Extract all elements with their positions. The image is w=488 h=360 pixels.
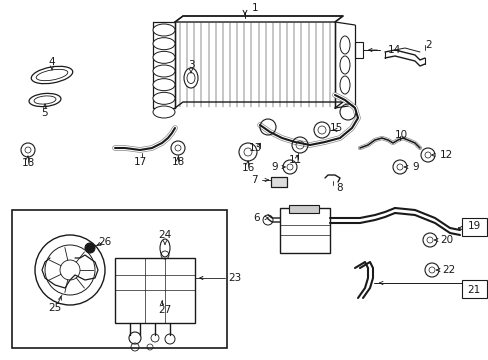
Text: 15: 15 [329,123,343,133]
Ellipse shape [153,79,175,91]
Ellipse shape [34,96,56,104]
Text: 13: 13 [248,143,261,153]
Bar [12,210,226,348]
Bar [461,218,486,236]
Text: 18: 18 [21,158,35,168]
Text: 2: 2 [424,40,431,50]
Text: 24: 24 [158,230,171,240]
Bar [354,42,362,58]
Bar [270,177,286,187]
Text: 10: 10 [394,130,407,140]
Text: 14: 14 [387,45,401,55]
Ellipse shape [153,51,175,63]
Text: 11: 11 [288,155,301,165]
Ellipse shape [183,68,198,88]
Text: 1: 1 [251,3,258,13]
Ellipse shape [160,239,170,257]
Ellipse shape [186,72,195,84]
Bar [461,280,486,298]
Text: 20: 20 [439,235,452,245]
Text: 6: 6 [253,213,260,223]
Bar [115,258,195,323]
Text: 27: 27 [158,305,171,315]
Ellipse shape [153,38,175,50]
Text: 7: 7 [251,175,258,185]
Text: 3: 3 [187,60,194,70]
Ellipse shape [36,69,68,81]
Text: 16: 16 [241,163,254,173]
Ellipse shape [339,56,349,74]
Ellipse shape [153,106,175,118]
Text: 12: 12 [439,150,452,160]
Text: 21: 21 [467,285,480,295]
Text: 22: 22 [441,265,454,275]
Text: 17: 17 [133,157,146,167]
Text: 4: 4 [49,57,55,67]
Bar [280,208,329,253]
Ellipse shape [29,93,61,107]
Text: 9: 9 [271,162,278,172]
Ellipse shape [153,92,175,104]
Ellipse shape [339,76,349,94]
Bar [288,205,318,213]
Ellipse shape [153,24,175,36]
Text: 19: 19 [467,221,480,231]
Text: 26: 26 [98,237,111,247]
Circle shape [85,243,95,253]
Ellipse shape [31,66,73,84]
Text: 18: 18 [171,157,184,167]
Text: 9: 9 [411,162,418,172]
Text: 23: 23 [227,273,241,283]
Text: 25: 25 [48,303,61,313]
Text: 8: 8 [336,183,343,193]
Ellipse shape [339,36,349,54]
Text: 5: 5 [41,108,48,118]
Ellipse shape [153,65,175,77]
